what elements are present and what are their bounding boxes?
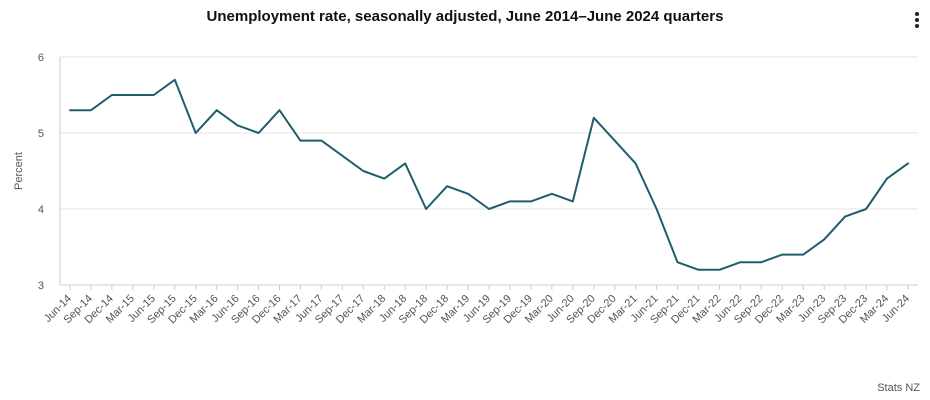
vertical-ellipsis-icon [915, 18, 919, 22]
chart-menu-button[interactable] [910, 10, 924, 30]
chart-title: Unemployment rate, seasonally adjusted, … [206, 8, 724, 25]
y-axis-title: Percent [13, 152, 25, 190]
y-tick-label: 5 [38, 128, 44, 140]
series-line [69, 78, 909, 271]
x-axis-tick-labels: Jun-14Sep-14Dec-14Mar-15Jun-15Sep-15Dec-… [42, 293, 912, 327]
source-credit: Stats NZ [877, 382, 920, 394]
vertical-ellipsis-icon [915, 12, 919, 16]
y-tick-label: 3 [38, 280, 44, 292]
y-axis-tick-labels: 3 4 5 6 [38, 52, 44, 292]
y-tick-label: 6 [38, 52, 44, 64]
series-layer [69, 78, 909, 271]
y-tick-label: 4 [38, 204, 44, 216]
vertical-ellipsis-icon [915, 24, 919, 28]
